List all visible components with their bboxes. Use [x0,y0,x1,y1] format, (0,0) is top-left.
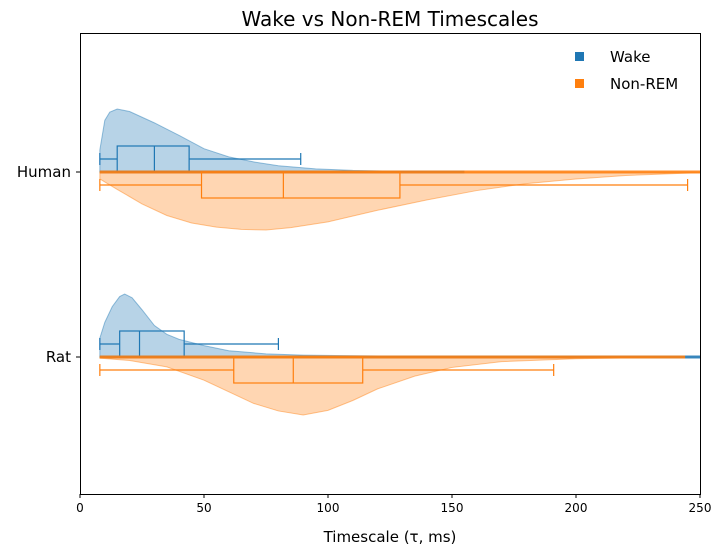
x-tick-label: 0 [76,501,84,515]
y-tick-label: Rat [46,348,71,366]
x-tick-label: 150 [441,501,464,515]
plot-area [99,108,700,416]
y-axis: Human Rat [17,163,80,366]
legend-label: Non-REM [610,75,678,93]
axes-frame [80,33,701,495]
y-tick-label: Human [17,163,71,181]
x-tick-label: 200 [565,501,588,515]
legend-label: Wake [610,48,650,66]
plot-content [99,108,700,416]
x-axis: 0 50 100 150 200 250 [76,494,711,515]
x-tick-label: 50 [196,501,211,515]
chart-title: Wake vs Non-REM Timescales [241,7,538,31]
legend-swatch [575,79,584,88]
box-non-rem-rat [233,356,364,384]
x-axis-label: Timescale (τ, ms) [323,528,457,546]
violin-wake-rat [99,293,700,358]
box-non-rem-human [200,171,401,199]
legend: Wake Non-REM [575,48,678,93]
violin-non-rem-rat [99,356,686,416]
x-tick-label: 100 [317,501,340,515]
legend-swatch [575,52,584,61]
x-tick-label: 250 [689,501,712,515]
violin-non-rem-human [99,171,700,231]
